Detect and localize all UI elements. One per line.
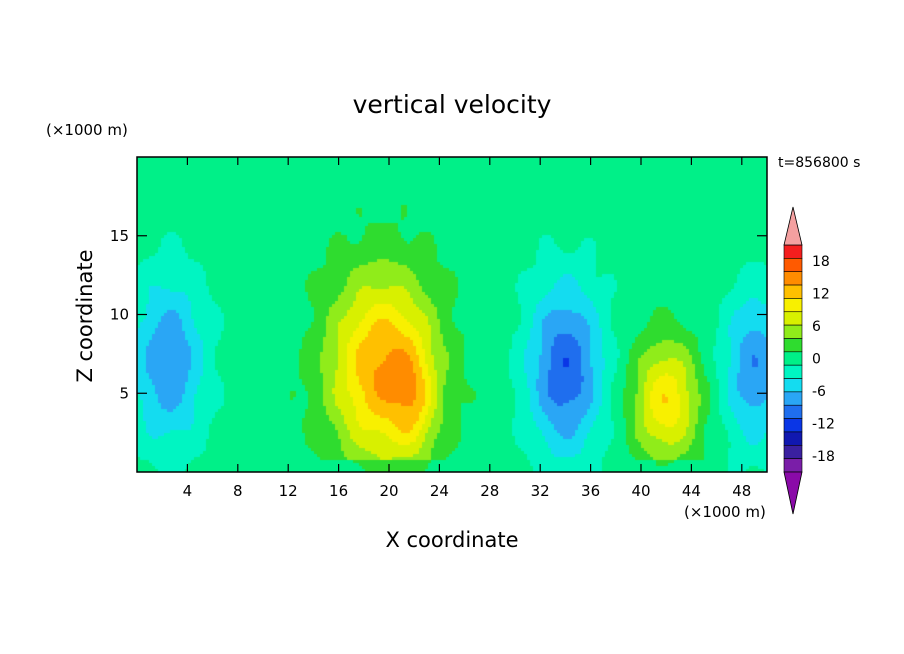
x-tick-label: 44	[682, 482, 701, 500]
colorbar-box	[783, 391, 803, 406]
x-tick-label: 24	[430, 482, 449, 500]
colorbar-tick-label: 6	[812, 319, 821, 335]
colorbar-box	[783, 404, 803, 419]
x-tick-label: 36	[581, 482, 600, 500]
colorbar-box	[783, 431, 803, 446]
colorbar-box	[783, 338, 803, 353]
x-tick-label: 8	[233, 482, 243, 500]
colorbar-box	[783, 324, 803, 339]
x-tick-label: 4	[183, 482, 193, 500]
colorbar-tick-label: 18	[812, 254, 830, 270]
colorbar-box	[783, 258, 803, 273]
x-unit-label: (×1000 m)	[684, 503, 766, 521]
colorbar-box	[783, 378, 803, 393]
y-axis: 5 10 15	[110, 227, 767, 402]
x-tick-label: 12	[279, 482, 298, 500]
colorbar-tick-label: -12	[812, 416, 835, 432]
colorbar-box	[783, 364, 803, 379]
colorbar-box	[783, 418, 803, 433]
x-axis: 4 8 12 16 20 24 28 32 36 40 44 48	[183, 157, 751, 500]
colorbar-box	[783, 298, 803, 313]
colorbar-box	[783, 244, 803, 259]
colorbar-tick-label: 0	[812, 352, 821, 368]
y-axis-label: Z coordinate	[73, 249, 97, 382]
colorbar-box	[783, 311, 803, 326]
colorbar-tick-label: -6	[812, 384, 826, 400]
colorbar-box	[783, 351, 803, 366]
colorbar-under-arrow	[783, 471, 803, 515]
x-tick-label: 20	[379, 482, 398, 500]
colorbar: 18 12 6 0 -6 -12 -18	[783, 206, 835, 515]
colorbar-over-arrow	[783, 206, 803, 246]
colorbar-box	[783, 284, 803, 299]
y-unit-label: (×1000 m)	[46, 121, 128, 139]
x-tick-label: 16	[329, 482, 348, 500]
y-tick-label: 10	[110, 306, 129, 324]
contour-field	[137, 157, 767, 472]
colorbar-box	[783, 458, 803, 473]
x-axis-label: X coordinate	[385, 528, 518, 552]
x-tick-label: 40	[631, 482, 650, 500]
time-label: t=856800 s	[778, 155, 860, 171]
chart-title: vertical velocity	[353, 90, 552, 119]
x-tick-label: 28	[480, 482, 499, 500]
x-tick-label: 48	[732, 482, 751, 500]
colorbar-box	[783, 444, 803, 459]
colorbar-box	[783, 271, 803, 286]
y-tick-label: 15	[110, 227, 129, 245]
colorbar-tick-label: 12	[812, 287, 830, 303]
x-tick-label: 32	[531, 482, 550, 500]
colorbar-tick-label: -18	[812, 449, 835, 465]
y-tick-label: 5	[119, 384, 129, 402]
